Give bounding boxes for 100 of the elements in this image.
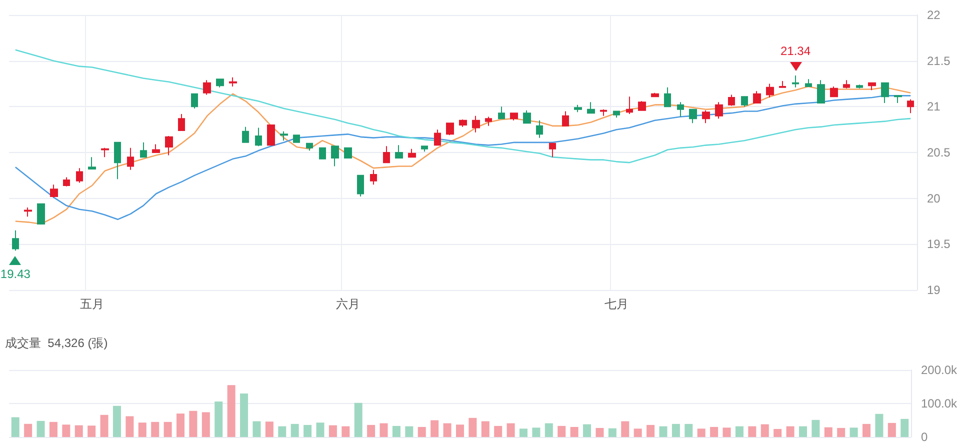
candlestick xyxy=(88,156,96,170)
bar xyxy=(532,428,540,437)
bar xyxy=(316,422,324,437)
candlestick xyxy=(357,174,364,197)
candlestick xyxy=(689,108,697,124)
x-tick-label: 五月 xyxy=(80,297,104,311)
candlestick xyxy=(753,90,761,104)
candlestick xyxy=(805,78,812,87)
bar xyxy=(62,424,70,437)
candlestick xyxy=(50,184,58,198)
bar xyxy=(824,427,832,437)
candlestick xyxy=(319,147,326,160)
bar xyxy=(888,422,896,437)
bar xyxy=(164,422,172,437)
bar xyxy=(456,424,464,437)
candlestick xyxy=(63,176,70,187)
candlestick xyxy=(626,96,633,114)
bar xyxy=(443,423,452,437)
bar xyxy=(570,426,578,437)
candlestick xyxy=(114,142,121,180)
bar xyxy=(328,425,337,437)
candlestick xyxy=(370,169,377,186)
y-tick-label: 21.5 xyxy=(927,54,951,68)
bar xyxy=(100,414,108,437)
candlestick xyxy=(383,146,390,164)
bar xyxy=(49,422,58,437)
bar xyxy=(506,423,515,437)
candlestick xyxy=(792,75,799,88)
candlestick xyxy=(741,96,748,108)
bar xyxy=(24,424,32,437)
bar xyxy=(252,421,261,437)
bar xyxy=(646,424,655,437)
bar xyxy=(494,426,502,437)
bar xyxy=(812,420,820,437)
bar xyxy=(11,417,20,437)
y-tick-label: 20.5 xyxy=(927,146,951,160)
candlestick xyxy=(459,119,467,128)
bar xyxy=(380,423,388,437)
bar xyxy=(722,428,731,437)
bar xyxy=(36,420,45,437)
candlestick xyxy=(12,230,19,252)
bar xyxy=(862,424,871,437)
bar xyxy=(634,428,642,437)
candlestick xyxy=(242,126,249,143)
candlestick xyxy=(868,82,876,91)
candlestick xyxy=(331,146,339,167)
y-tick-label: 22 xyxy=(927,8,941,22)
candlestick xyxy=(881,82,889,104)
candlestick xyxy=(715,102,723,120)
bar xyxy=(126,416,134,437)
bar xyxy=(405,426,414,437)
candlestick xyxy=(293,134,300,143)
bar xyxy=(227,385,236,437)
candlestick xyxy=(344,147,352,158)
bar xyxy=(621,421,630,437)
bar xyxy=(760,424,769,437)
candlestick xyxy=(664,86,671,108)
bar xyxy=(608,428,616,437)
candlestick xyxy=(638,100,646,111)
bar xyxy=(88,426,96,437)
candlestick xyxy=(817,80,825,104)
candlestick xyxy=(178,114,185,131)
candlestick xyxy=(856,84,863,89)
candlestick xyxy=(421,146,428,152)
candlestick xyxy=(613,110,620,118)
bar xyxy=(735,426,744,437)
candlestick xyxy=(24,207,32,218)
bar xyxy=(112,406,121,437)
candlestick xyxy=(843,80,850,89)
candlestick xyxy=(216,78,224,88)
candlestick xyxy=(523,110,531,124)
candlestick xyxy=(165,136,173,156)
bar xyxy=(278,426,286,437)
candlestick xyxy=(127,147,134,170)
candlestick xyxy=(101,147,109,158)
candlestick xyxy=(485,116,492,126)
candlestick xyxy=(267,124,275,146)
candlestick xyxy=(562,110,569,126)
bar xyxy=(304,424,312,437)
candlestick xyxy=(651,92,659,98)
candlestick xyxy=(140,142,147,158)
annotation: 19.43 xyxy=(0,266,32,281)
candlestick xyxy=(702,110,710,124)
candlestick xyxy=(498,106,505,120)
bar xyxy=(214,401,223,437)
candlestick xyxy=(677,102,684,118)
candlestick xyxy=(587,102,595,114)
candlestick xyxy=(37,203,45,224)
bar xyxy=(786,426,794,437)
candlestick xyxy=(280,130,288,142)
candlestick xyxy=(766,83,774,98)
candlestick xyxy=(574,104,582,113)
candlestick xyxy=(306,142,313,152)
bar xyxy=(290,424,299,437)
bar xyxy=(558,426,566,437)
bar xyxy=(837,428,846,437)
candlestick xyxy=(203,80,211,96)
bar xyxy=(710,426,718,437)
bar xyxy=(684,424,693,437)
chart-title: 成交量 54,326 (張) xyxy=(5,336,108,350)
